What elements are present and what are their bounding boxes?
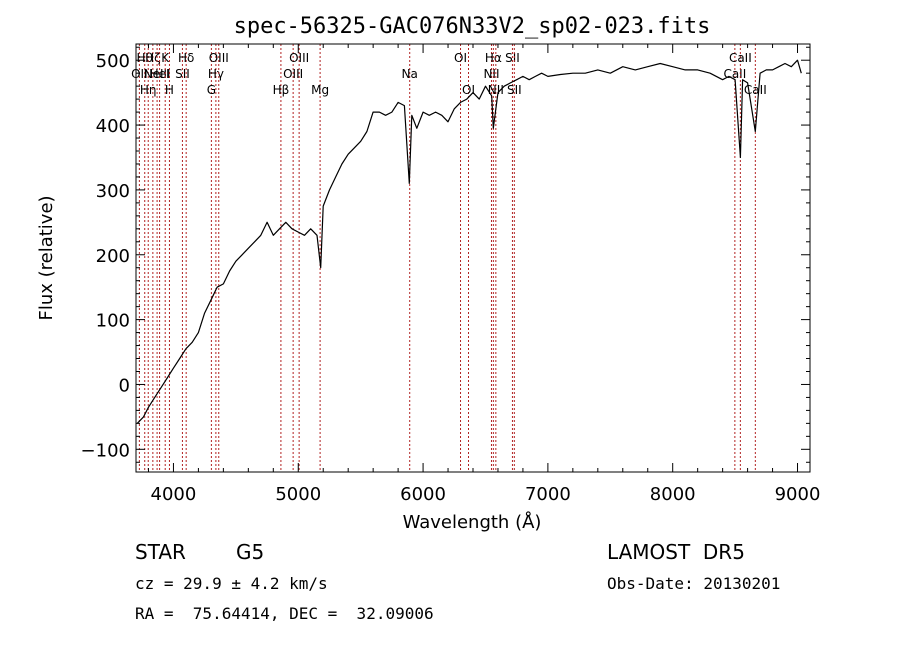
- x-tick-label: 4000: [151, 484, 197, 505]
- line-marker-label: OIII: [209, 51, 229, 65]
- x-tick-label: 6000: [400, 484, 446, 505]
- line-markers: OIIHθHηHζNeIIIHeIKHSIIHδGHγOIIIHβOIIIOII…: [131, 44, 767, 472]
- y-tick-label: 0: [119, 375, 130, 396]
- line-marker-label: Hδ: [178, 51, 194, 65]
- y-tick-label: 300: [96, 181, 130, 202]
- line-marker-label: Hγ: [208, 67, 224, 81]
- object-type: STAR: [135, 540, 186, 564]
- line-marker-label: OI: [462, 83, 475, 97]
- line-marker-label: Hζ: [145, 51, 161, 65]
- line-marker-label: Hβ: [273, 83, 290, 97]
- obs-date: Obs-Date: 20130201: [607, 574, 781, 593]
- line-marker-label: K: [161, 51, 170, 65]
- x-tick-label: 8000: [650, 484, 696, 505]
- line-marker-label: CaII: [729, 51, 752, 65]
- survey-label: LAMOST DR5: [607, 540, 745, 564]
- line-marker-label: HeI: [150, 67, 170, 81]
- line-marker-label: Mg: [311, 83, 329, 97]
- x-tick-label: 5000: [275, 484, 321, 505]
- line-marker-label: OII: [131, 67, 148, 81]
- y-tick-label: 200: [96, 246, 130, 267]
- line-marker-label: NII: [483, 67, 499, 81]
- line-marker-label: Na: [402, 67, 418, 81]
- line-marker-label: Hη: [140, 83, 157, 97]
- y-tick-label: 500: [96, 51, 130, 72]
- line-marker-label: NeIII: [144, 67, 171, 81]
- spectrum-series: [136, 59, 802, 424]
- subclass: G5: [236, 540, 265, 564]
- chart-title: spec-56325-GAC076N33V2_sp02-023.fits: [234, 14, 711, 39]
- y-tick-label: −100: [81, 440, 130, 461]
- x-tick-label: 7000: [525, 484, 571, 505]
- redshift-line: cz = 29.9 ± 4.2 km/s: [135, 574, 328, 593]
- axes: 4000 5000 6000 7000 8000 9000 −100 0 100 200 300 40…: [81, 44, 821, 505]
- y-tick-label: 400: [96, 116, 130, 137]
- line-marker-label: Hα: [485, 51, 502, 65]
- coordinates: RA = 75.64414, DEC = 32.09006: [135, 604, 434, 623]
- line-marker-label: NII: [488, 83, 504, 97]
- line-marker-label: Hθ: [137, 51, 153, 65]
- x-tick-label: 9000: [775, 484, 821, 505]
- line-marker-label: H: [165, 83, 174, 97]
- line-marker-label: SII: [505, 51, 520, 65]
- line-marker-label: G: [207, 83, 216, 97]
- x-axis-label: Wavelength (Å): [403, 511, 542, 533]
- y-axis-label: Flux (relative): [36, 195, 57, 320]
- spectrum-line: [136, 59, 802, 424]
- line-marker-label: SII: [507, 83, 522, 97]
- line-marker-label: OIII: [283, 67, 303, 81]
- y-tick-label: 100: [96, 311, 130, 332]
- line-marker-label: OI: [454, 51, 467, 65]
- line-marker-label: OIII: [289, 51, 309, 65]
- line-marker-label: SII: [175, 67, 190, 81]
- plot-frame: [135, 43, 811, 473]
